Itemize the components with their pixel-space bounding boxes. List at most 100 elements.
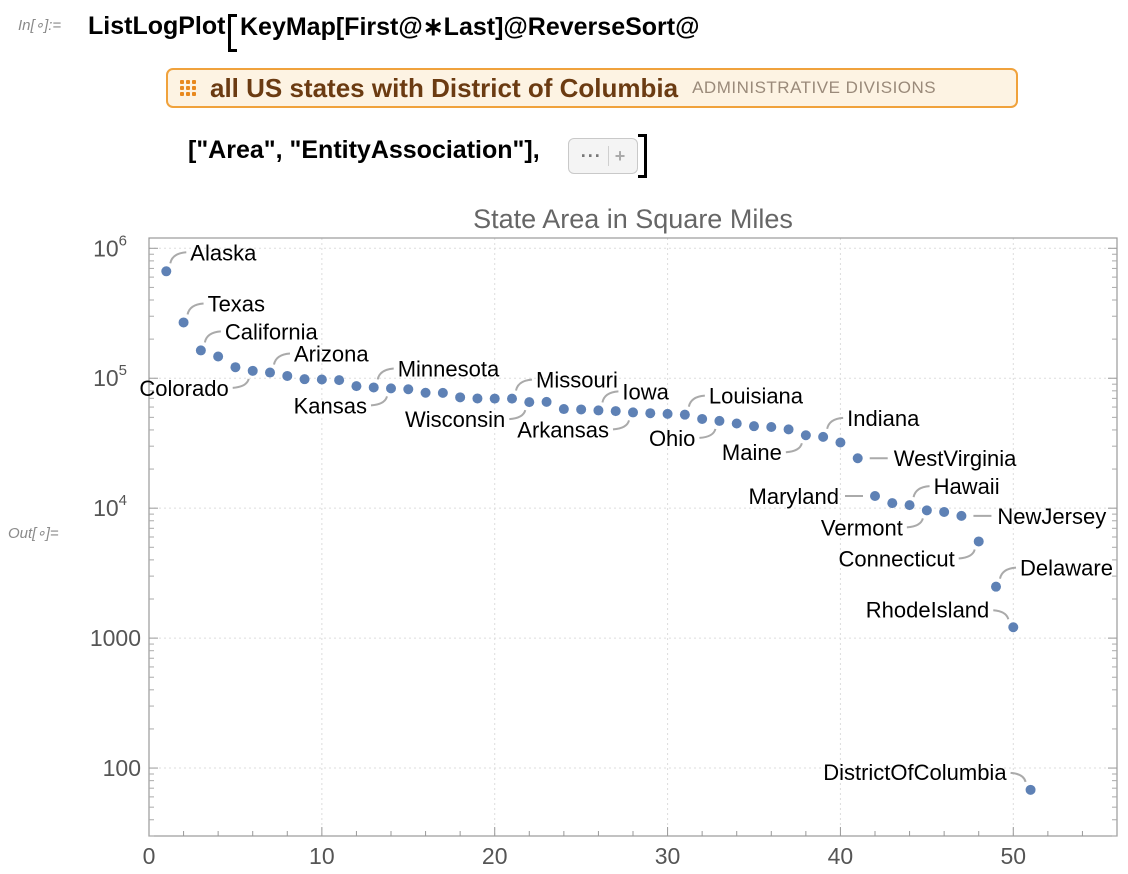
point-labels: Alaska Texas California Colorado Arizona Minn… (139, 240, 1113, 785)
data-point[interactable] (887, 498, 898, 509)
label-leader (509, 409, 527, 421)
data-point[interactable] (697, 413, 708, 424)
point-label: Colorado (139, 376, 228, 401)
code-line-1-args[interactable]: KeyMap[First@∗Last]@ReverseSort@ (240, 13, 700, 41)
data-point[interactable] (455, 392, 466, 403)
x-tick-label: 0 (143, 843, 156, 869)
y-tick-label: 105 (93, 362, 127, 391)
entity-grid-icon (180, 80, 196, 96)
point-label: Maryland (749, 484, 839, 509)
label-leader (687, 394, 705, 407)
x-tick-label: 30 (655, 843, 681, 869)
data-point[interactable] (351, 381, 362, 392)
grid-lines (149, 238, 1117, 836)
label-leader (999, 566, 1017, 579)
label-leaders (169, 251, 1027, 783)
data-point[interactable] (403, 384, 414, 395)
data-point[interactable] (973, 536, 984, 547)
point-label: Arkansas (517, 417, 609, 442)
data-point[interactable] (178, 317, 189, 328)
x-tick-label: 50 (1000, 843, 1026, 869)
data-point[interactable] (662, 408, 673, 419)
data-point[interactable] (783, 424, 794, 435)
data-point[interactable] (870, 491, 880, 502)
point-label: Maine (722, 440, 782, 465)
data-point[interactable] (230, 362, 241, 373)
data-point[interactable] (610, 406, 621, 417)
data-point[interactable] (1025, 784, 1036, 795)
data-point[interactable] (991, 581, 1001, 592)
data-point[interactable] (299, 374, 310, 385)
point-label: NewJersey (997, 504, 1106, 529)
data-point[interactable] (766, 421, 777, 432)
data-point[interactable] (921, 505, 932, 516)
data-point[interactable] (213, 351, 224, 362)
data-point[interactable] (507, 393, 517, 404)
data-point[interactable] (558, 404, 569, 415)
entity-frame[interactable]: all US states with District of Columbia … (166, 68, 1018, 108)
label-leader (906, 518, 924, 529)
data-point[interactable] (904, 500, 915, 511)
label-leader (376, 367, 394, 380)
data-point[interactable] (282, 370, 293, 381)
point-label: Indiana (847, 406, 920, 431)
data-point[interactable] (437, 387, 448, 398)
data-points (161, 266, 1036, 795)
data-point[interactable] (195, 345, 206, 356)
output-cell-label: Out[∘]= (8, 525, 59, 542)
data-point[interactable] (714, 415, 725, 426)
ellipsis-icon: ··· (580, 145, 602, 166)
close-bracket (638, 134, 647, 178)
y-tick-label: 106 (93, 232, 127, 261)
data-point[interactable] (368, 382, 379, 393)
code-line-3[interactable]: ["Area", "EntityAssociation"], (188, 136, 540, 164)
data-point[interactable] (593, 405, 604, 416)
data-point[interactable] (628, 407, 638, 418)
options-divider (607, 146, 609, 166)
label-leader (785, 442, 803, 454)
x-tick-label: 40 (828, 843, 854, 869)
data-point[interactable] (316, 374, 327, 385)
point-label: Ohio (649, 426, 695, 451)
point-label: Kansas (294, 393, 367, 418)
data-point[interactable] (679, 409, 690, 420)
data-point[interactable] (818, 431, 829, 442)
data-point[interactable] (420, 387, 431, 398)
entity-type: ADMINISTRATIVE DIVISIONS (692, 78, 937, 97)
data-point[interactable] (489, 393, 500, 404)
chart-title: State Area in Square Miles (473, 204, 793, 234)
input-cell-label: In[∘]:= (18, 17, 62, 34)
data-point[interactable] (956, 510, 967, 521)
data-point[interactable] (835, 437, 846, 448)
log-scatter-chart[interactable]: State Area in Square Miles 0 10 20 30 40 50 10… (0, 190, 1128, 874)
data-point[interactable] (1008, 622, 1019, 633)
data-point[interactable] (541, 396, 552, 407)
data-point[interactable] (749, 421, 759, 432)
data-point[interactable] (645, 408, 656, 419)
label-leader (169, 251, 187, 264)
data-point[interactable] (852, 453, 863, 464)
data-point[interactable] (524, 397, 535, 408)
data-point[interactable] (247, 365, 258, 376)
label-leader (515, 378, 533, 391)
data-point[interactable] (386, 383, 396, 394)
data-point[interactable] (334, 375, 345, 386)
point-label: Texas (208, 291, 265, 316)
point-label: Alaska (190, 240, 257, 265)
point-label: California (225, 319, 319, 344)
code-line-1-function[interactable]: ListLogPlot (88, 12, 226, 40)
data-point[interactable] (731, 418, 742, 429)
data-point[interactable] (576, 404, 587, 415)
point-label: Connecticut (839, 546, 955, 571)
point-label: Missouri (536, 368, 618, 393)
data-point[interactable] (265, 367, 275, 378)
data-point[interactable] (161, 266, 172, 277)
label-leader (370, 396, 388, 407)
entity-name: all US states with District of Columbia (210, 72, 679, 103)
x-tick-label: 20 (482, 843, 508, 869)
data-point[interactable] (800, 430, 811, 441)
options-placeholder-button[interactable]: ··· + (568, 138, 638, 174)
y-tick-label: 104 (93, 492, 127, 521)
data-point[interactable] (472, 393, 483, 404)
data-point[interactable] (939, 506, 950, 517)
